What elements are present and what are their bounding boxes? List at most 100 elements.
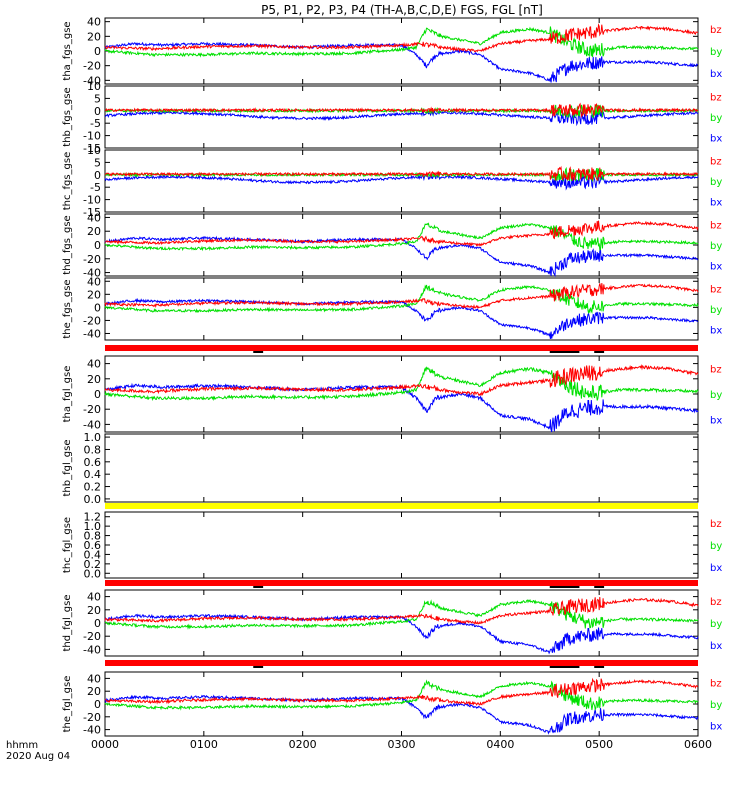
- legend-by: by: [710, 241, 722, 252]
- legend-by: by: [710, 390, 722, 401]
- y-tick-label: 0.8: [84, 443, 102, 456]
- status-bar-gap: [594, 666, 605, 668]
- y-tick-label: -10: [83, 194, 101, 207]
- y-tick-label: 0.8: [84, 530, 102, 543]
- y-tick-label: 0: [94, 698, 101, 711]
- y-axis-label: thd_fgl_gse: [62, 595, 73, 652]
- y-tick-label: 0.0: [84, 493, 102, 506]
- y-tick-label: 1.0: [84, 431, 102, 444]
- legend-bx: bx: [710, 641, 722, 652]
- y-tick-label: -20: [83, 403, 101, 416]
- status-bar-gap: [594, 586, 605, 588]
- y-tick-label: 0: [94, 169, 101, 182]
- panel-tha_fgl_gse: 40 20 0 -20 -40 tha_fgl_gse bz by bx: [62, 355, 722, 433]
- series-bx: [104, 109, 699, 127]
- series-bz: [104, 677, 699, 706]
- panel-frame: [104, 277, 699, 341]
- legend-bz: bz: [710, 156, 722, 167]
- y-tick-label: 20: [87, 225, 101, 238]
- series-by: [104, 222, 699, 252]
- y-tick-label: -20: [83, 60, 101, 73]
- panel-frame: [104, 589, 699, 657]
- y-tick-label: 0.0: [84, 567, 102, 580]
- y-tick-label: 0: [94, 45, 101, 58]
- status-bar: [105, 660, 698, 666]
- y-axis-label: the_fgl_gse: [62, 676, 73, 733]
- series-by: [104, 104, 699, 119]
- y-axis-label: thb_fgl_gse: [62, 440, 73, 497]
- time-axis-label-date: 2020 Aug 04: [6, 751, 70, 762]
- panel-thc_fgl_gse: 1.21.00.80.60.40.20.0 thc_fgl_gse bz by bx: [62, 511, 722, 588]
- y-tick-label: 0: [94, 388, 101, 401]
- x-tick-label: 0400: [486, 738, 514, 751]
- x-tick-label: 0300: [388, 738, 416, 751]
- y-tick-label: 5: [94, 156, 101, 169]
- status-bar-gap: [253, 351, 264, 353]
- legend-bx: bx: [710, 198, 722, 209]
- series-by: [104, 598, 699, 630]
- y-tick-label: 1.2: [84, 511, 102, 524]
- series-bz: [105, 102, 699, 119]
- y-tick-label: 40: [87, 672, 101, 685]
- y-tick-label: -40: [83, 724, 101, 737]
- legend-bx: bx: [710, 721, 722, 732]
- y-tick-label: 0.4: [84, 468, 102, 481]
- y-tick-label: -20: [83, 314, 101, 327]
- y-tick-label: 40: [87, 16, 101, 29]
- y-tick-label: -5: [90, 181, 101, 194]
- status-bar: [105, 345, 698, 351]
- y-tick-label: 0.6: [84, 456, 102, 469]
- y-tick-label: 0: [94, 301, 101, 314]
- y-tick-label: 10: [87, 144, 101, 157]
- y-axis-label: tha_fgl_gse: [62, 366, 73, 423]
- legend-by: by: [710, 177, 722, 188]
- y-tick-label: 5: [94, 92, 101, 105]
- panel-frame: [104, 149, 699, 213]
- status-bar-gap: [549, 666, 580, 668]
- panel-frame: [104, 213, 699, 277]
- legend-bx: bx: [710, 326, 722, 337]
- y-tick-label: -10: [83, 130, 101, 143]
- y-tick-label: -20: [83, 253, 101, 266]
- x-tick-label: 0500: [585, 738, 613, 751]
- status-bar: [105, 580, 698, 586]
- series-bx: [104, 297, 699, 339]
- series-bz: [104, 165, 699, 181]
- legend-bz: bz: [710, 597, 722, 608]
- legend-by: by: [710, 619, 722, 630]
- y-tick-label: -40: [83, 418, 101, 431]
- y-axis-label: tha_fgs_gse: [62, 21, 73, 80]
- status-bar-gap: [253, 586, 264, 588]
- y-tick-label: 40: [87, 211, 101, 224]
- legend-bx: bx: [710, 563, 722, 574]
- series-by: [104, 26, 699, 58]
- legend-bx: bx: [710, 69, 722, 80]
- y-tick-label: 20: [87, 30, 101, 43]
- legend-by: by: [710, 700, 722, 711]
- series-bz: [104, 283, 699, 310]
- x-tick-label: 0100: [190, 738, 218, 751]
- y-axis-label: thc_fgs_gse: [62, 152, 73, 211]
- y-tick-label: 20: [87, 373, 101, 386]
- y-axis-label: thc_fgl_gse: [62, 517, 73, 573]
- panel-frame: [104, 433, 699, 503]
- panel-frame: [104, 17, 699, 85]
- x-tick-label: 0600: [684, 738, 712, 751]
- y-tick-label: -40: [83, 74, 101, 87]
- legend-bx: bx: [710, 262, 722, 273]
- y-axis-label: thb_fgs_gse: [62, 87, 73, 146]
- y-tick-label: 0.4: [84, 548, 102, 561]
- y-tick-label: 0.6: [84, 539, 102, 552]
- figure-title: P5, P1, P2, P3, P4 (TH-A,B,C,D,E) FGS, F…: [261, 3, 543, 17]
- y-tick-label: 40: [87, 591, 101, 604]
- legend-bz: bz: [710, 679, 722, 690]
- legend-bx: bx: [710, 134, 722, 145]
- panel-thb_fgl_gse: 1.00.80.60.40.20.0 thb_fgl_gse: [62, 431, 699, 509]
- y-tick-label: 10: [87, 80, 101, 93]
- legend-bx: bx: [710, 415, 722, 426]
